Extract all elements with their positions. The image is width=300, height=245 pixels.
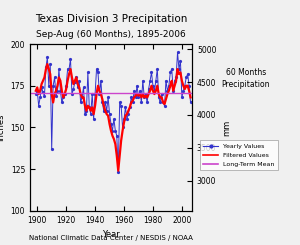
Text: National Climatic Data Center / NESDIS / NOAA: National Climatic Data Center / NESDIS /… — [29, 235, 193, 241]
Legend: Yearly Values, Filtered Values, Long-Term Mean: Yearly Values, Filtered Values, Long-Ter… — [200, 140, 278, 170]
Text: Sep-Aug (60 Months), 1895-2006: Sep-Aug (60 Months), 1895-2006 — [36, 30, 186, 39]
Y-axis label: Inches: Inches — [0, 114, 5, 141]
Text: Texas Division 3 Precipitation: Texas Division 3 Precipitation — [35, 14, 187, 24]
Y-axis label: mm: mm — [222, 119, 231, 135]
X-axis label: Year: Year — [102, 230, 120, 239]
Text: 60 Months
Precipitation: 60 Months Precipitation — [222, 68, 270, 89]
